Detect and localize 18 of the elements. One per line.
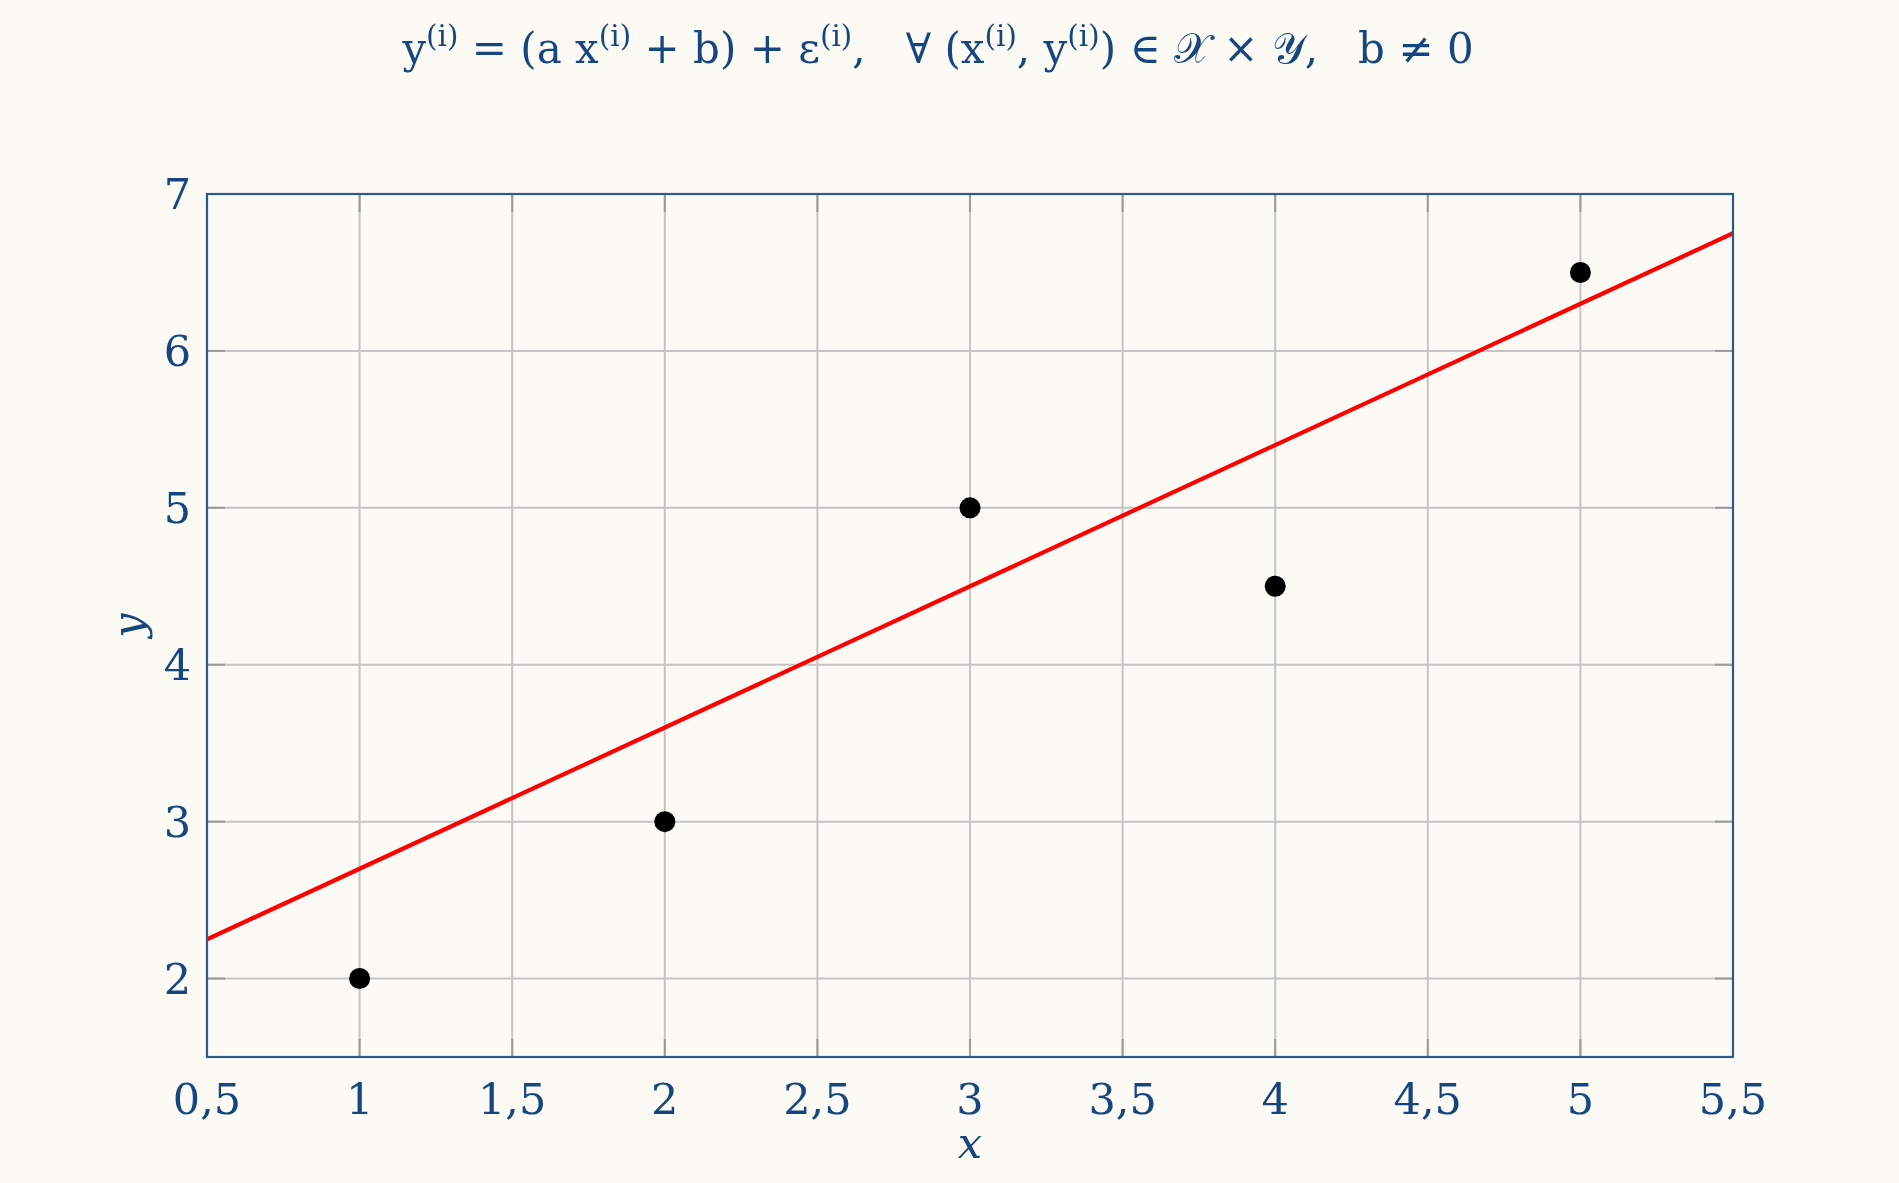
x-tick-label: 5 bbox=[1566, 1074, 1595, 1124]
y-tick-label: 3 bbox=[163, 796, 191, 847]
y-tick-label: 5 bbox=[163, 482, 191, 533]
y-tick-label: 6 bbox=[163, 325, 191, 376]
x-tick-label: 5,5 bbox=[1698, 1074, 1768, 1124]
x-tick-label: 2,5 bbox=[783, 1074, 852, 1124]
x-tick-label: 1,5 bbox=[478, 1074, 547, 1124]
y-tick-label: 4 bbox=[163, 639, 191, 690]
x-tick-label: 4,5 bbox=[1393, 1074, 1462, 1124]
y-axis-title: y bbox=[103, 613, 153, 638]
x-tick-label: 0,5 bbox=[172, 1074, 242, 1124]
y-tick-label: 7 bbox=[163, 169, 191, 219]
x-tick-label: 1 bbox=[345, 1074, 374, 1124]
x-tick-label: 3,5 bbox=[1088, 1074, 1157, 1124]
y-tick-label: 2 bbox=[163, 953, 191, 1004]
title: y$^{(i)}$ = (a x$^{(i)}$ + b) + ε$^{(i)}$, ∀ (x$^{(i)}$, y$^{(i)}$) ∈ 𝒳 × 𝒴, b ≠ 0 bbox=[402, 19, 1474, 73]
x-tick-label: 4 bbox=[1261, 1074, 1289, 1124]
x-tick-label: 2 bbox=[651, 1074, 679, 1124]
